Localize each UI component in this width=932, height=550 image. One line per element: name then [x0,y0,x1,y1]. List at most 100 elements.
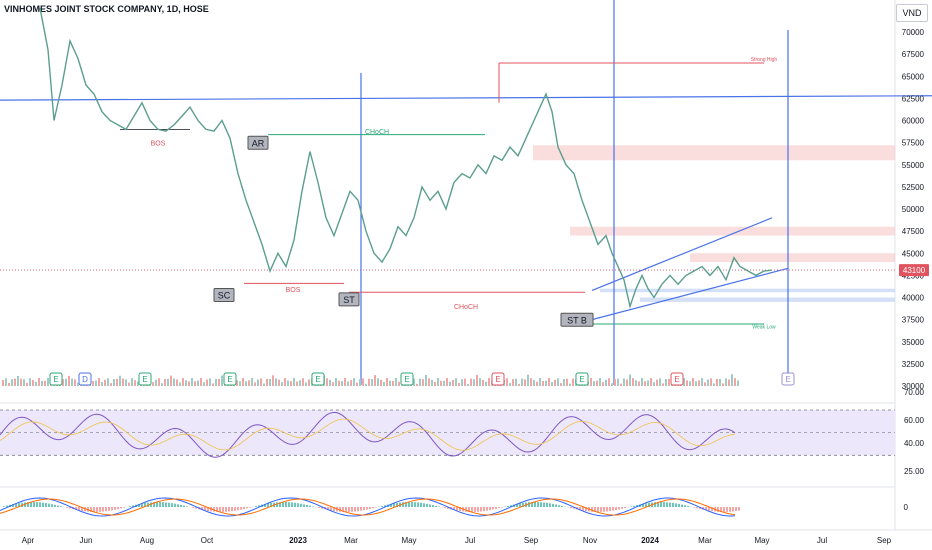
macd-histogram-bar [384,505,386,507]
macd-histogram-bar [570,507,572,509]
annotation-label: BOS [286,287,301,294]
volume-bar [350,380,352,386]
macd-histogram-bar [603,507,605,512]
volume-bar [35,381,37,386]
volume-bar [614,378,616,386]
volume-bar [560,383,562,386]
currency-selector[interactable]: VND [896,4,928,22]
time-tick-label: Jun [80,536,93,545]
volume-bar [125,379,127,386]
channel-lower [591,267,789,321]
macd-histogram-bar [108,507,110,511]
volume-bar [44,380,46,386]
volume-bar [332,382,334,386]
macd-histogram-bar [153,502,155,507]
macd-histogram-bar [123,507,125,508]
volume-bar [245,381,247,386]
macd-histogram-bar [285,502,287,507]
volume-bar [446,378,448,386]
volume-bar [512,379,514,386]
volume-bar [287,380,289,386]
macd-histogram-bar [495,507,497,509]
volume-bar [431,379,433,386]
volume-bar [275,378,277,386]
macd-histogram-bar [156,502,158,507]
volume-bar [107,378,109,386]
volume-bar [26,382,28,386]
macd-histogram-bar [432,505,434,507]
macd-histogram-bar [174,503,176,507]
macd-histogram-bar [717,507,719,512]
macd-histogram-bar [606,507,608,512]
macd-histogram-bar [99,507,101,512]
volume-bar [134,380,136,386]
macd-histogram-bar [165,502,167,507]
volume-bar [251,378,253,386]
volume-bar [218,378,220,386]
macd-histogram-bar [279,502,281,507]
macd-histogram-bar [12,504,14,507]
volume-bar [554,379,556,386]
macd-histogram-bar [42,502,44,507]
macd-histogram-bar [306,505,308,507]
annotation-label: BOS [151,140,166,147]
macd-histogram-bar [249,507,251,508]
volume-bar [545,380,547,386]
volume-bar [191,378,193,386]
chart-title: VINHOMES JOINT STOCK COMPANY, 1D, HOSE [4,4,209,14]
macd-histogram-bar [3,506,5,507]
macd-tick-label: 0 [904,503,909,512]
volume-bar [530,378,532,386]
volume-bar [434,381,436,386]
volume-bar [23,379,25,386]
macd-histogram-bar [27,502,29,507]
price-tick-label: 50000 [902,205,925,214]
price-tick-label: 37500 [902,316,925,325]
volume-bar [683,378,685,386]
macd-histogram-bar [234,507,236,511]
macd-histogram-bar [594,507,596,512]
volume-bar [77,382,79,386]
volume-bar [461,379,463,386]
volume-bar [710,378,712,386]
volume-bar [161,383,163,386]
volume-bar [662,383,664,386]
macd-histogram-bar [729,507,731,512]
macd-histogram-bar [183,505,185,507]
price-tick-label: 52500 [902,183,925,192]
volume-bar [194,381,196,386]
event-marker-label: E [579,375,584,384]
macd-histogram-bar [264,504,266,507]
macd-histogram-bar [669,502,671,507]
macd-histogram-bar [624,507,626,509]
event-marker-label: E [495,375,500,384]
volume-bar [455,378,457,386]
macd-histogram-bar [543,502,545,507]
price-tick-label: 57500 [902,139,925,148]
macd-histogram-bar [81,507,83,511]
event-marker-label: E [785,375,790,384]
macd-histogram-bar [312,506,314,507]
event-marker [670,372,684,386]
volume-bar [197,380,199,386]
volume-bar [437,378,439,386]
macd-histogram-bar [708,507,710,511]
macd-histogram-bar [558,505,560,507]
macd-histogram-bar [540,502,542,507]
macd-histogram-bar [222,507,224,512]
macd-histogram-bar [720,507,722,512]
macd-histogram-bar [129,506,131,507]
price-tick-label: 40000 [902,294,925,303]
macd-histogram-bar [114,507,116,510]
volume-bar [656,379,658,386]
volume-bar [467,383,469,386]
annotation-label: ST B [567,315,587,325]
volume-bar [533,380,535,386]
volume-bar [599,378,601,386]
macd-histogram-bar [339,507,341,512]
macd-histogram-bar [240,507,242,510]
macd-histogram-bar [300,503,302,507]
macd-histogram-bar [195,507,197,509]
macd-histogram-bar [519,503,521,507]
